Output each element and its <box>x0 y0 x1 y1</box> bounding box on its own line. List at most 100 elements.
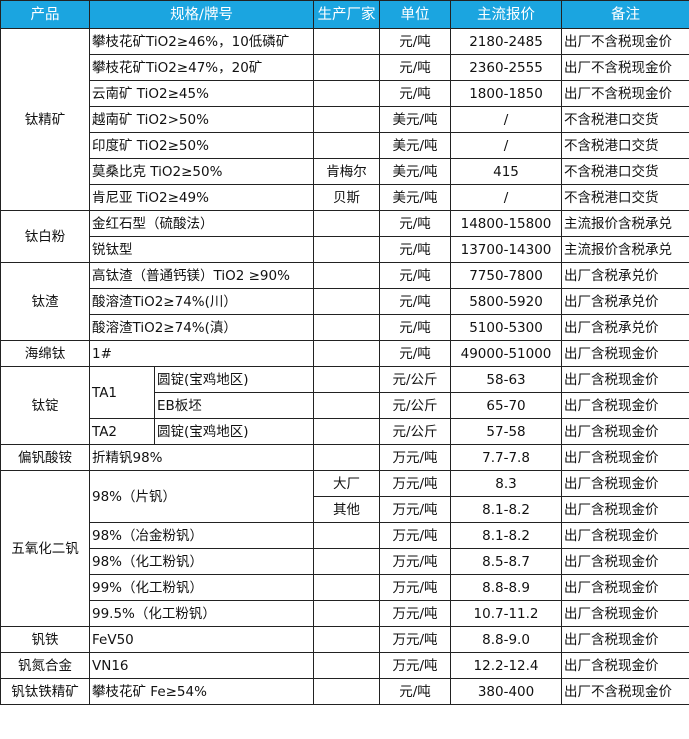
price-cell: 8.8-8.9 <box>450 574 563 601</box>
table-row: 钒钛铁精矿 攀枝花矿 Fe≥54% 元/吨 380-400 出厂不含税现金价 <box>0 678 689 705</box>
unit-cell: 元/公斤 <box>379 392 452 419</box>
spec-cell: 锐钛型 <box>88 236 315 263</box>
table-row: 五氧化二钒 98%（片钒） 大厂 万元/吨 8.3 出厂含税现金价 <box>0 470 689 627</box>
price-cell: 58-63 <box>450 366 563 393</box>
note-cell: 出厂含税现金价 <box>561 626 689 653</box>
spec-cell: 99.5%（化工粉钒） <box>88 600 315 627</box>
table-row: 锐钛型 元/吨 13700-14300 主流报价含税承兑 <box>1 236 689 263</box>
note-cell: 出厂含税现金价 <box>561 418 689 445</box>
table-row: 钛白粉 金红石型（硫酸法） 元/吨 14800-15800 主流报价含税承兑 <box>0 210 689 263</box>
spec-cell: 攀枝花矿 Fe≥54% <box>88 678 315 705</box>
spec-cell: 圆锭(宝鸡地区) <box>153 366 315 393</box>
product-cell: 钛锭 <box>0 366 90 445</box>
grade-cell: TA2 <box>89 418 155 445</box>
note-cell: 出厂不含税现金价 <box>561 54 689 81</box>
price-cell: 380-400 <box>450 678 563 705</box>
unit-cell: 元/吨 <box>379 288 452 315</box>
table-row: 印度矿 TiO2≥50% 美元/吨 / 不含税港口交货 <box>1 132 689 159</box>
price-cell: 5800-5920 <box>450 288 563 315</box>
table-row: 钒氮合金 VN16 万元/吨 12.2-12.4 出厂含税现金价 <box>0 652 689 679</box>
price-cell: 5100-5300 <box>450 314 563 341</box>
maker-cell: 大厂 <box>313 470 381 497</box>
spec-cell: 98%（冶金粉钒） <box>88 522 315 549</box>
product-cell: 偏钒酸铵 <box>0 444 90 471</box>
spec-cell: 莫桑比克 TiO2≥50% <box>88 158 315 185</box>
note-cell: 出厂含税现金价 <box>561 366 689 393</box>
spec-cell: 99%（化工粉钒） <box>88 574 315 601</box>
maker-cell: 其他 <box>313 496 381 523</box>
maker-cell <box>313 54 381 81</box>
price-cell: 8.3 <box>450 470 563 497</box>
table-row: 98%（化工粉钒） 万元/吨 8.5-8.7 出厂含税现金价 <box>1 548 689 575</box>
unit-cell: 元/吨 <box>379 340 452 367</box>
spec-cell: 云南矿 TiO2≥45% <box>88 80 315 107</box>
spec-cell: 越南矿 TiO2>50% <box>88 106 315 133</box>
note-cell: 出厂含税承兑价 <box>561 288 689 315</box>
spec-cell: EB板坯 <box>153 392 315 419</box>
spec-cell: FeV50 <box>88 626 315 653</box>
table-row: 海绵钛 1# 元/吨 49000-51000 出厂含税现金价 <box>0 340 689 367</box>
table-row: 莫桑比克 TiO2≥50% 肯梅尔 美元/吨 415 不含税港口交货 <box>1 158 689 185</box>
maker-cell <box>313 548 381 575</box>
table-row: 酸溶渣TiO2≥74%(川） 元/吨 5800-5920 出厂含税承兑价 <box>1 288 689 315</box>
price-cell: 8.1-8.2 <box>450 496 563 523</box>
spec-cell: 1# <box>88 340 315 367</box>
note-cell: 出厂含税现金价 <box>561 574 689 601</box>
maker-cell <box>313 288 381 315</box>
spec-cell: 印度矿 TiO2≥50% <box>88 132 315 159</box>
maker-cell <box>313 600 381 627</box>
price-cell: 8.1-8.2 <box>450 522 563 549</box>
note-cell: 出厂含税现金价 <box>561 600 689 627</box>
product-cell: 五氧化二钒 <box>0 470 90 627</box>
unit-cell: 元/吨 <box>379 678 452 705</box>
product-cell: 钛渣 <box>0 262 90 341</box>
price-cell: 10.7-11.2 <box>450 600 563 627</box>
maker-cell <box>313 444 381 471</box>
price-cell: 415 <box>450 158 563 185</box>
price-cell: 7750-7800 <box>450 262 563 289</box>
product-cell: 钒铁 <box>0 626 90 653</box>
table-row: 肯尼亚 TiO2≥49% 贝斯 美元/吨 / 不含税港口交货 <box>1 184 689 211</box>
spec-cell: 攀枝花矿TiO2≥46%，10低磷矿 <box>88 28 315 55</box>
maker-cell <box>313 28 381 55</box>
unit-cell: 美元/吨 <box>379 184 452 211</box>
header-maker: 生产厂家 <box>313 0 381 29</box>
note-cell: 出厂含税现金价 <box>561 522 689 549</box>
spec-cell: 金红石型（硫酸法） <box>88 210 315 237</box>
maker-cell <box>313 80 381 107</box>
maker-cell <box>313 418 381 445</box>
table-row: 越南矿 TiO2>50% 美元/吨 / 不含税港口交货 <box>1 106 689 133</box>
unit-cell: 万元/吨 <box>379 574 452 601</box>
maker-cell <box>313 652 381 679</box>
maker-cell: 贝斯 <box>313 184 381 211</box>
table-row: 其他 万元/吨 8.1-8.2 出厂含税现金价 <box>1 496 689 523</box>
note-cell: 出厂含税承兑价 <box>561 262 689 289</box>
note-cell: 出厂含税现金价 <box>561 496 689 523</box>
unit-cell: 万元/吨 <box>379 496 452 523</box>
maker-cell <box>313 522 381 549</box>
price-cell: 13700-14300 <box>450 236 563 263</box>
table-row: TA2 圆锭(宝鸡地区) 元/公斤 57-58 出厂含税现金价 <box>1 418 689 445</box>
maker-cell <box>313 392 381 419</box>
header-price: 主流报价 <box>450 0 563 29</box>
unit-cell: 元/吨 <box>379 314 452 341</box>
spec-cell: 折精钒98% <box>88 444 315 471</box>
table-row: 钒铁 FeV50 万元/吨 8.8-9.0 出厂含税现金价 <box>0 626 689 653</box>
unit-cell: 元/吨 <box>379 28 452 55</box>
spec-cell: 圆锭(宝鸡地区) <box>153 418 315 445</box>
maker-cell <box>313 314 381 341</box>
price-table: 产品 规格/牌号 生产厂家 单位 主流报价 备注 钛精矿 攀枝花矿TiO2≥46%… <box>0 0 689 705</box>
table-body: 钛精矿 攀枝花矿TiO2≥46%，10低磷矿 元/吨 2180-2485 出厂不含税现金… <box>0 28 689 705</box>
note-cell: 不含税港口交货 <box>561 184 689 211</box>
maker-cell <box>313 678 381 705</box>
price-cell: / <box>450 184 563 211</box>
maker-cell <box>313 210 381 237</box>
product-cell: 钛精矿 <box>0 28 90 211</box>
price-cell: 2180-2485 <box>450 28 563 55</box>
unit-cell: 元/吨 <box>379 54 452 81</box>
note-cell: 出厂含税现金价 <box>561 548 689 575</box>
maker-cell <box>313 574 381 601</box>
maker-cell: 肯梅尔 <box>313 158 381 185</box>
table-row: 99%（化工粉钒） 万元/吨 8.8-8.9 出厂含税现金价 <box>1 574 689 601</box>
header-note: 备注 <box>561 0 689 29</box>
